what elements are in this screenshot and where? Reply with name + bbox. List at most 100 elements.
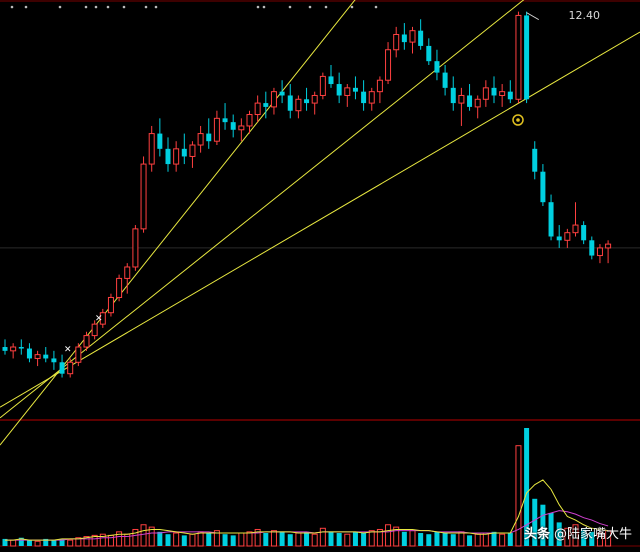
volume-ma-short	[5, 479, 609, 541]
volume-bar	[515, 445, 522, 547]
volume-bar	[189, 533, 196, 547]
volume-bar	[344, 533, 351, 547]
volume-bar	[287, 534, 293, 546]
high-leader-line	[526, 12, 539, 21]
volume-bar	[91, 534, 98, 547]
candle-body	[426, 45, 432, 62]
volume-bar	[206, 533, 212, 546]
volume-bar	[140, 524, 147, 547]
volume-bar	[524, 428, 530, 546]
volume-bar	[181, 535, 187, 546]
volume-bar	[564, 527, 571, 547]
candle-body	[548, 202, 554, 237]
trendlines	[0, 0, 640, 446]
volume-bar	[352, 531, 358, 546]
candle-body	[524, 15, 530, 100]
candle-body	[385, 49, 392, 81]
candle-body	[165, 148, 171, 165]
candle-body	[10, 346, 17, 352]
candle-body	[206, 133, 212, 142]
volume-bar	[213, 530, 220, 547]
volume-bar	[368, 530, 375, 547]
candle-body	[589, 240, 595, 256]
volume-bar	[532, 498, 538, 546]
volume-bar	[43, 538, 49, 546]
volume-bar	[67, 539, 74, 547]
volume-bar	[270, 530, 277, 547]
candle-body	[499, 91, 506, 96]
candle-body	[263, 103, 269, 107]
watermark: 头条 @陆家嘴大牛	[524, 523, 632, 542]
top-marker-dot	[84, 5, 88, 9]
candle-body	[213, 117, 220, 142]
volume-bar	[238, 532, 245, 547]
candle-body	[59, 362, 65, 374]
volume-bar	[99, 533, 106, 547]
candle-body	[572, 224, 579, 234]
candle-body	[107, 296, 114, 314]
volume-bar	[295, 532, 302, 547]
candle-body	[418, 30, 424, 46]
volume-bar	[589, 531, 595, 546]
selection-ring-dot	[516, 118, 520, 122]
candle-body	[507, 91, 513, 100]
candle-body	[491, 87, 497, 96]
candle-body	[246, 114, 253, 127]
candle-body	[148, 133, 155, 165]
price-high-label: 12.40	[568, 9, 601, 22]
volume-bar	[132, 528, 139, 547]
candle-body	[43, 354, 49, 359]
candle-body	[51, 358, 57, 363]
cross-marker: ✕	[95, 314, 103, 324]
volume-bar	[279, 531, 285, 546]
candle-body	[157, 133, 163, 149]
volume-bar	[474, 533, 481, 547]
volume-bar	[458, 531, 465, 547]
volume-bar	[197, 531, 204, 547]
volume-bar	[51, 540, 57, 546]
top-marker-dot	[24, 5, 28, 9]
volume-bar	[304, 531, 310, 546]
candle-body	[434, 61, 440, 73]
candle-body	[368, 91, 375, 104]
volume-bar	[434, 531, 440, 546]
volume-bar	[409, 530, 416, 547]
volume-bar	[59, 538, 65, 546]
candle-body	[124, 266, 131, 279]
top-marker-dot	[10, 5, 14, 9]
cross-marker: ✕	[64, 345, 72, 355]
candle-body	[344, 87, 351, 96]
candle-body	[596, 247, 603, 257]
volume-bar	[361, 533, 367, 546]
volume-bar	[165, 534, 171, 546]
candle-body	[482, 87, 489, 100]
volume-bar	[376, 528, 383, 547]
candle-body	[18, 347, 24, 349]
top-marker-dot	[324, 5, 328, 9]
volume-bar	[116, 531, 123, 547]
candle-body	[605, 243, 612, 249]
volume-bar	[540, 504, 546, 546]
watermark-source: 头条	[523, 527, 550, 542]
top-marker-dot	[154, 5, 158, 9]
candle-body	[140, 163, 147, 230]
volume-bar	[311, 533, 318, 547]
candle-body	[515, 14, 522, 100]
volume-bar	[157, 531, 163, 546]
candle-body	[467, 95, 473, 107]
trendline-2	[0, 0, 525, 419]
volume-bar	[596, 532, 603, 547]
selection-ring-outer	[512, 114, 524, 126]
candle-body	[393, 33, 400, 51]
candle-body	[34, 354, 41, 359]
top-marker-dot	[256, 5, 260, 9]
candle-body	[581, 225, 587, 241]
candle-body	[540, 171, 546, 203]
chart-markers: ✕✕	[64, 12, 539, 355]
volume-bar	[107, 534, 114, 547]
volume-bar	[491, 531, 497, 546]
candle-body	[352, 87, 358, 92]
candle-body	[222, 118, 228, 123]
